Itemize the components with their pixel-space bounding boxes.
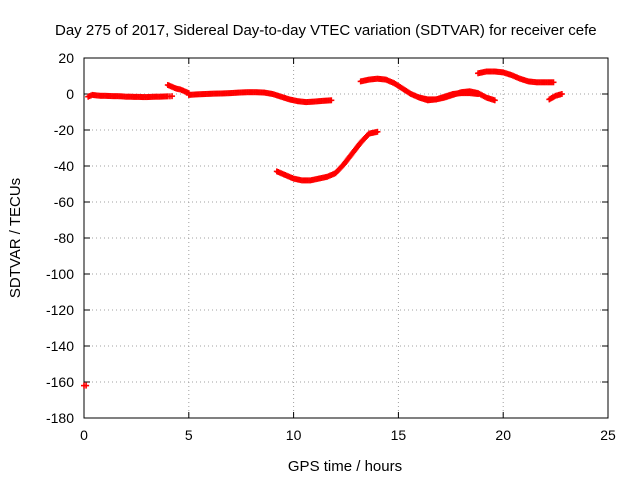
y-tick-label: -140 <box>46 338 74 354</box>
data-point <box>475 91 482 97</box>
data-point <box>558 91 565 97</box>
x-tick-label: 5 <box>185 427 193 443</box>
chart-title: Day 275 of 2017, Sidereal Day-to-day VTE… <box>55 22 597 39</box>
x-tick-label: 10 <box>286 427 302 443</box>
x-tick-label: 20 <box>495 427 511 443</box>
plot-frame <box>83 57 609 419</box>
data-marks <box>81 68 565 389</box>
x-tick-label: 15 <box>391 427 407 443</box>
data-point <box>491 97 498 104</box>
y-tick-label: -120 <box>46 302 74 318</box>
axis-ticks: 0 5 10 15 20 25 -180 -160 -140 -120 -100 -80 -60 -40 -… <box>46 50 616 443</box>
data-point <box>328 97 335 104</box>
grid <box>84 58 608 418</box>
y-tick-label: 20 <box>58 50 74 66</box>
y-tick-label: 0 <box>66 86 74 102</box>
data-point <box>550 79 557 86</box>
data-point <box>169 93 176 100</box>
x-axis-label: GPS time / hours <box>288 458 402 475</box>
y-axis-label: SDTVAR / TECUs <box>7 178 24 298</box>
y-tick-label: -80 <box>54 230 74 246</box>
data-point <box>83 382 90 389</box>
y-tick-label: -40 <box>54 158 74 174</box>
x-tick-label: 25 <box>600 427 616 443</box>
y-tick-label: -20 <box>54 122 74 138</box>
y-tick-label: -100 <box>46 266 74 282</box>
y-tick-label: -60 <box>54 194 74 210</box>
y-tick-label: -180 <box>46 410 74 426</box>
x-tick-label: 0 <box>80 427 88 443</box>
y-tick-label: -160 <box>46 374 74 390</box>
data-point <box>374 128 381 135</box>
